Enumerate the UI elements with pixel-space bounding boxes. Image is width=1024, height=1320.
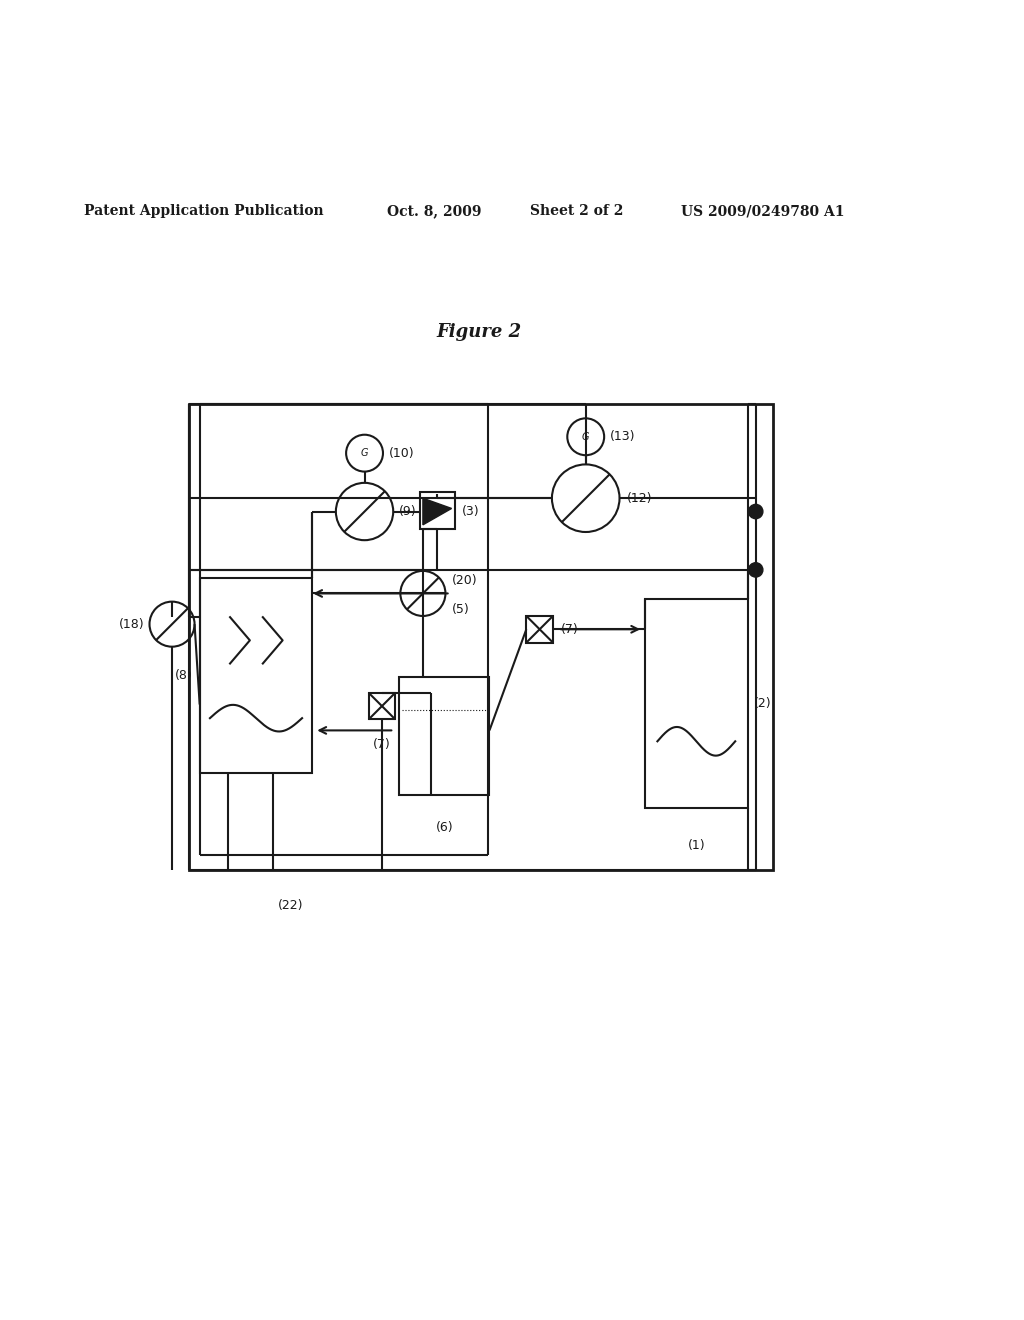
Bar: [399, 677, 489, 795]
Text: (7): (7): [561, 623, 579, 636]
Bar: [189, 404, 773, 870]
Text: (1): (1): [687, 840, 706, 853]
Text: (2): (2): [754, 697, 771, 710]
Text: (13): (13): [610, 430, 636, 444]
Text: (18): (18): [119, 618, 144, 631]
Text: (5): (5): [452, 603, 469, 616]
Text: Sheet 2 of 2: Sheet 2 of 2: [530, 205, 624, 218]
Text: (12): (12): [627, 492, 652, 504]
Text: G: G: [360, 449, 369, 458]
Bar: [369, 693, 395, 719]
Text: (7): (7): [373, 738, 391, 751]
Text: (8): (8): [175, 669, 193, 682]
Text: Oct. 8, 2009: Oct. 8, 2009: [387, 205, 481, 218]
Text: (20): (20): [452, 574, 477, 586]
Bar: [645, 598, 748, 808]
Circle shape: [749, 504, 763, 519]
Circle shape: [749, 562, 763, 577]
Text: (9): (9): [399, 506, 417, 517]
Text: Patent Application Publication: Patent Application Publication: [84, 205, 324, 218]
Bar: [200, 578, 312, 772]
Polygon shape: [423, 498, 452, 525]
Text: (22): (22): [279, 899, 303, 912]
Bar: [526, 616, 553, 643]
Bar: [420, 492, 455, 529]
Text: (6): (6): [435, 821, 454, 834]
Text: US 2009/0249780 A1: US 2009/0249780 A1: [681, 205, 845, 218]
Text: G: G: [582, 432, 590, 442]
Text: (10): (10): [389, 446, 415, 459]
Text: Figure 2: Figure 2: [436, 323, 522, 342]
Text: (3): (3): [462, 506, 479, 517]
